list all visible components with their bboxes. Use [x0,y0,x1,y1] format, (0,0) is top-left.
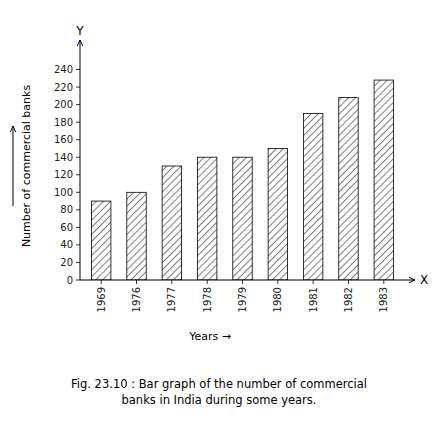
x-tick [383,280,384,284]
bar [91,201,110,280]
y-tick [76,209,80,210]
x-tick-label: 1969 [96,287,107,312]
x-tick-label: 1976 [131,287,142,312]
x-tick [207,280,208,284]
y-tick-label: 140 [54,152,73,163]
y-tick [76,227,80,228]
y-tick-label: 180 [54,117,73,128]
y-tick [76,139,80,140]
y-tick-label: 100 [54,187,73,198]
x-tick-label: 1978 [202,287,213,312]
y-tick-label: 160 [54,134,73,145]
chart: 0 20 40 60 80 100 120 140 160 180 200 220 240 1969 197… [0,0,438,448]
bar [268,148,287,280]
y-tick [76,244,80,245]
y-axis [80,40,81,280]
y-tick-label: 240 [54,64,73,75]
bars [91,80,393,280]
x-tick [242,280,243,284]
x-tick-label: 1980 [272,287,283,312]
y-tick [76,192,80,193]
x-tick [136,280,137,284]
y-tick-label: 200 [54,99,73,110]
title: Fig. 23.10 : Bar graph of the number of … [71,377,367,407]
x-axis [80,280,415,281]
y-tick [76,174,80,175]
y-tick [76,122,80,123]
chart-container: 0 20 40 60 80 100 120 140 160 180 200 220 240 1969 197… [0,0,438,448]
x-tick [171,280,172,284]
bar [127,192,146,280]
y-tick-label: 80 [60,204,73,215]
bar [374,80,393,280]
y-tick-label: 120 [54,169,73,180]
title-line: banks in India during some years. [122,393,317,407]
x-tick-label: 1977 [166,287,177,312]
bar [233,157,252,280]
y-label-arrow [13,126,14,206]
y-axis-label: Number of commercial banks [20,85,33,248]
y-tick [76,280,80,281]
bar [339,98,358,280]
y-tick [76,262,80,263]
bar [303,113,322,280]
title-line: Fig. 23.10 : Bar graph of the number of … [71,377,367,391]
x-axis-label: Years → [188,330,231,343]
bar [162,166,181,280]
x-axis-letter: X [420,273,428,287]
y-tick-label: 60 [60,222,73,233]
y-tick [76,69,80,70]
y-tick-label: 220 [54,82,73,93]
y-tick [76,104,80,105]
x-tick-label: 1982 [343,287,354,312]
x-tick [313,280,314,284]
y-tick-label: 0 [67,275,73,286]
y-tick [76,157,80,158]
y-tick-label: 20 [60,257,73,268]
bar [197,157,216,280]
x-tick-label: 1979 [237,287,248,312]
y-axis-letter: Y [75,24,84,38]
x-tick [101,280,102,284]
y-tick [76,87,80,88]
x-tick [277,280,278,284]
x-tick-label: 1983 [378,287,389,312]
y-tick-label: 40 [60,239,73,250]
x-tick [348,280,349,284]
x-tick-label: 1981 [308,287,319,312]
